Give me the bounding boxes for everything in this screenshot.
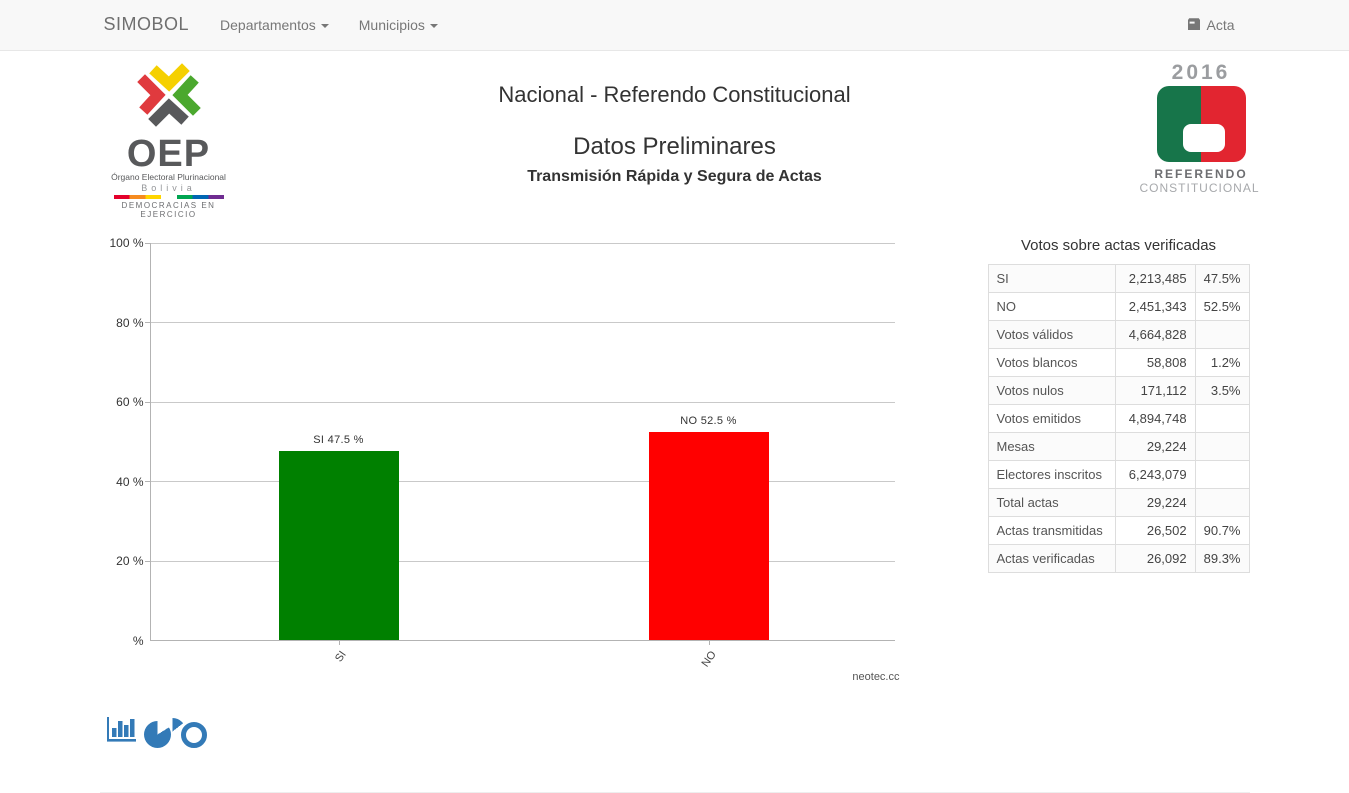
table-row: Votos válidos 4,664,828 <box>987 320 1250 349</box>
referendum-year: 2016 <box>1171 61 1231 84</box>
referendum-line1: REFERENDO <box>1154 167 1248 181</box>
oep-pinwheel-icon <box>136 63 201 127</box>
gridline <box>150 481 895 483</box>
chevron-down-icon <box>429 24 438 29</box>
table-row: Votos blancos 58,808 1.2% <box>987 348 1250 377</box>
results-bar-chart: 100 % 80 % 60 % 40 % 20 % % <box>100 233 900 695</box>
page-header: OEP Órgano Electoral Plurinacional Boliv… <box>100 51 1260 219</box>
ballot-box-icon <box>1153 86 1250 162</box>
watermark: neotec.cc <box>852 671 900 683</box>
nav-acta-label: Acta <box>1206 17 1235 33</box>
gridline <box>150 401 895 403</box>
oep-logo: OEP Órgano Electoral Plurinacional Boliv… <box>100 58 230 219</box>
oep-country: Bolivia <box>141 183 196 193</box>
brand-simobol[interactable]: SIMOBOL <box>103 14 190 34</box>
table-row: Votos emitidos 4,894,748 <box>987 404 1250 433</box>
inbox-icon <box>1188 18 1201 30</box>
table-row: NO 2,451,343 52.5% <box>987 292 1250 321</box>
table-row: Votos nulos 171,112 3.5% <box>987 376 1250 405</box>
nav-acta[interactable]: Acta <box>1172 0 1249 50</box>
table-row: Total actas 29,224 <box>987 488 1250 517</box>
bar-si: SI 47.5 % <box>278 434 399 640</box>
donut-chart-icon[interactable] <box>180 722 207 748</box>
bar-no-value-label: NO 52.5 % <box>680 414 737 427</box>
menu-municipios[interactable]: Municipios <box>344 0 453 50</box>
pie-chart-icon[interactable] <box>143 718 186 748</box>
table-row: Actas verificadas 26,092 89.3% <box>987 544 1250 573</box>
table-row: Actas transmitidas 26,502 90.7% <box>987 516 1250 545</box>
oep-acronym: OEP <box>126 133 211 175</box>
page-tagline: Transmisión Rápida y Segura de Actas <box>527 168 822 185</box>
referendum-logo: 2016 REFERENDO CONSTITUCIONAL <box>1070 58 1260 219</box>
chevron-down-icon <box>320 24 329 29</box>
results-table: SI 2,213,485 47.5% NO 2,451,343 52.5% Votos … <box>987 264 1250 573</box>
page-title: Nacional - Referendo Constitucional <box>498 82 851 107</box>
referendum-line2: CONSTITUCIONAL <box>1139 181 1260 195</box>
table-row: Electores inscritos 6,243,079 <box>987 460 1250 489</box>
results-panel: Votos sobre actas verificadas SI 2,213,48… <box>987 233 1250 748</box>
table-row: SI 2,213,485 47.5% <box>987 264 1250 293</box>
x-axis-label-si: SI <box>332 649 349 665</box>
bar-si-value-label: SI 47.5 % <box>313 434 364 447</box>
bar-chart-icon[interactable] <box>105 713 137 748</box>
plot-area: SI 47.5 % NO 52.5 % SI NO <box>144 243 895 669</box>
oep-org-name: Órgano Electoral Plurinacional <box>111 172 226 182</box>
y-axis-labels: 100 % 80 % 60 % 40 % 20 % % <box>109 236 144 648</box>
oep-rainbow-stripe <box>113 195 224 199</box>
gridline <box>150 322 895 324</box>
results-table-title: Votos sobre actas verificadas <box>1020 237 1217 254</box>
menu-departamentos[interactable]: Departamentos <box>205 0 344 50</box>
table-row: Mesas 29,224 <box>987 432 1250 461</box>
gridline <box>150 243 895 244</box>
gridline <box>150 560 895 562</box>
x-axis-label-no: NO <box>699 649 719 670</box>
chart-type-switcher <box>100 713 900 748</box>
bar-no: NO 52.5 % <box>648 415 769 640</box>
top-navbar: SIMOBOL Departamentos Municipios Acta <box>0 0 1349 51</box>
oep-motto: DEMOCRACIAS EN EJERCICIO <box>121 201 216 219</box>
page-subtitle: Datos Preliminares <box>573 133 776 160</box>
